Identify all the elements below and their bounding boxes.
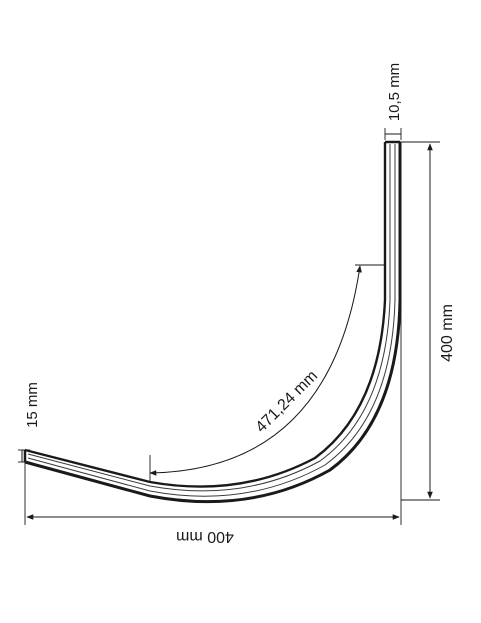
dimension-lines <box>21 133 433 520</box>
profile-inner-edge <box>24 142 387 488</box>
top-thickness-label: 10,5 mm <box>386 63 403 121</box>
end-thickness-label: 15 mm <box>24 382 41 428</box>
arc-length-label: 471,24 mm <box>253 368 322 437</box>
profile-outer-edge <box>24 142 402 504</box>
arc-length-dimension-line <box>149 265 362 476</box>
width-label: 400 mm <box>176 528 234 545</box>
bent-profile <box>23 140 402 504</box>
height-label: 400 mm <box>439 304 456 362</box>
